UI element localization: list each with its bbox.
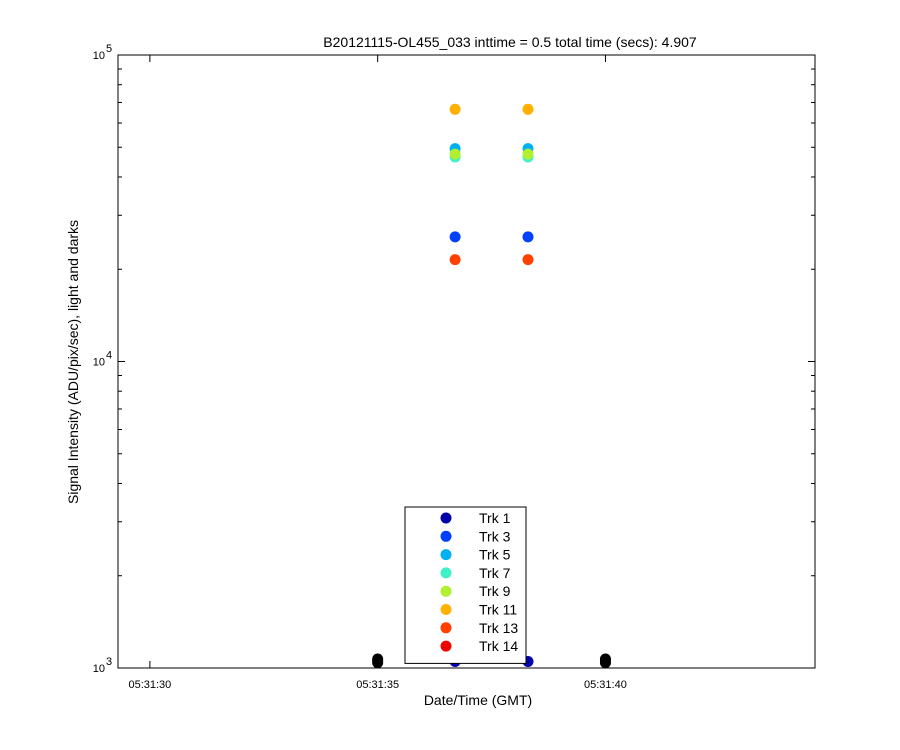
legend-marker [440,585,452,597]
legend-label: Trk 9 [479,583,511,599]
point-dark [599,653,611,665]
point-trk-11 [522,103,534,115]
point-trk-3 [522,231,534,243]
legend-marker [440,567,452,579]
point-dark [372,653,384,665]
minor-ticks [118,68,815,577]
legend-label: Trk 14 [479,638,518,654]
y-axis-label: Signal Intensity (ADU/pix/sec), light an… [65,220,81,504]
x-axis-label: Date/Time (GMT) [424,692,532,708]
y-tick-label: 10 [93,50,105,62]
legend-label: Trk 3 [479,528,511,544]
point-trk-3 [449,231,461,243]
y-tick-label: 10 [93,357,105,369]
y-tick-label: 10 [93,663,105,675]
legend-marker [440,622,452,634]
y-tick-exponent: 5 [106,43,112,55]
point-trk-11 [449,103,461,115]
x-tick-label: 05:31:30 [128,679,171,691]
x-tick-label: 05:31:40 [584,679,627,691]
legend-label: Trk 7 [479,565,511,581]
legend: Trk 1 Trk 3 Trk 5 Trk 7 Trk 9 Trk 11 Trk 13 Trk… [404,506,527,664]
legend-marker [440,549,452,561]
legend-marker [440,530,452,542]
point-trk-9 [449,148,461,160]
chart-title: B20121115-OL455_033 inttime = 0.5 total … [323,34,697,50]
legend-label: Trk 13 [479,620,518,636]
x-tick-label: 05:31:35 [356,679,399,691]
legend-box [404,506,527,664]
y-tick-exponent: 3 [106,656,112,668]
legend-marker [440,512,452,524]
legend-marker [440,640,452,652]
y-tick-exponent: 4 [106,350,112,362]
legend-marker [440,604,452,615]
legend-label: Trk 11 [479,602,517,618]
point-trk-13 [449,254,461,266]
point-trk-9 [522,148,534,160]
point-trk-13 [522,254,534,266]
x-ticks: 05:31:30 05:31:35 05:31:40 [128,55,627,691]
legend-label: Trk 1 [479,510,511,526]
legend-label: Trk 5 [479,547,511,563]
